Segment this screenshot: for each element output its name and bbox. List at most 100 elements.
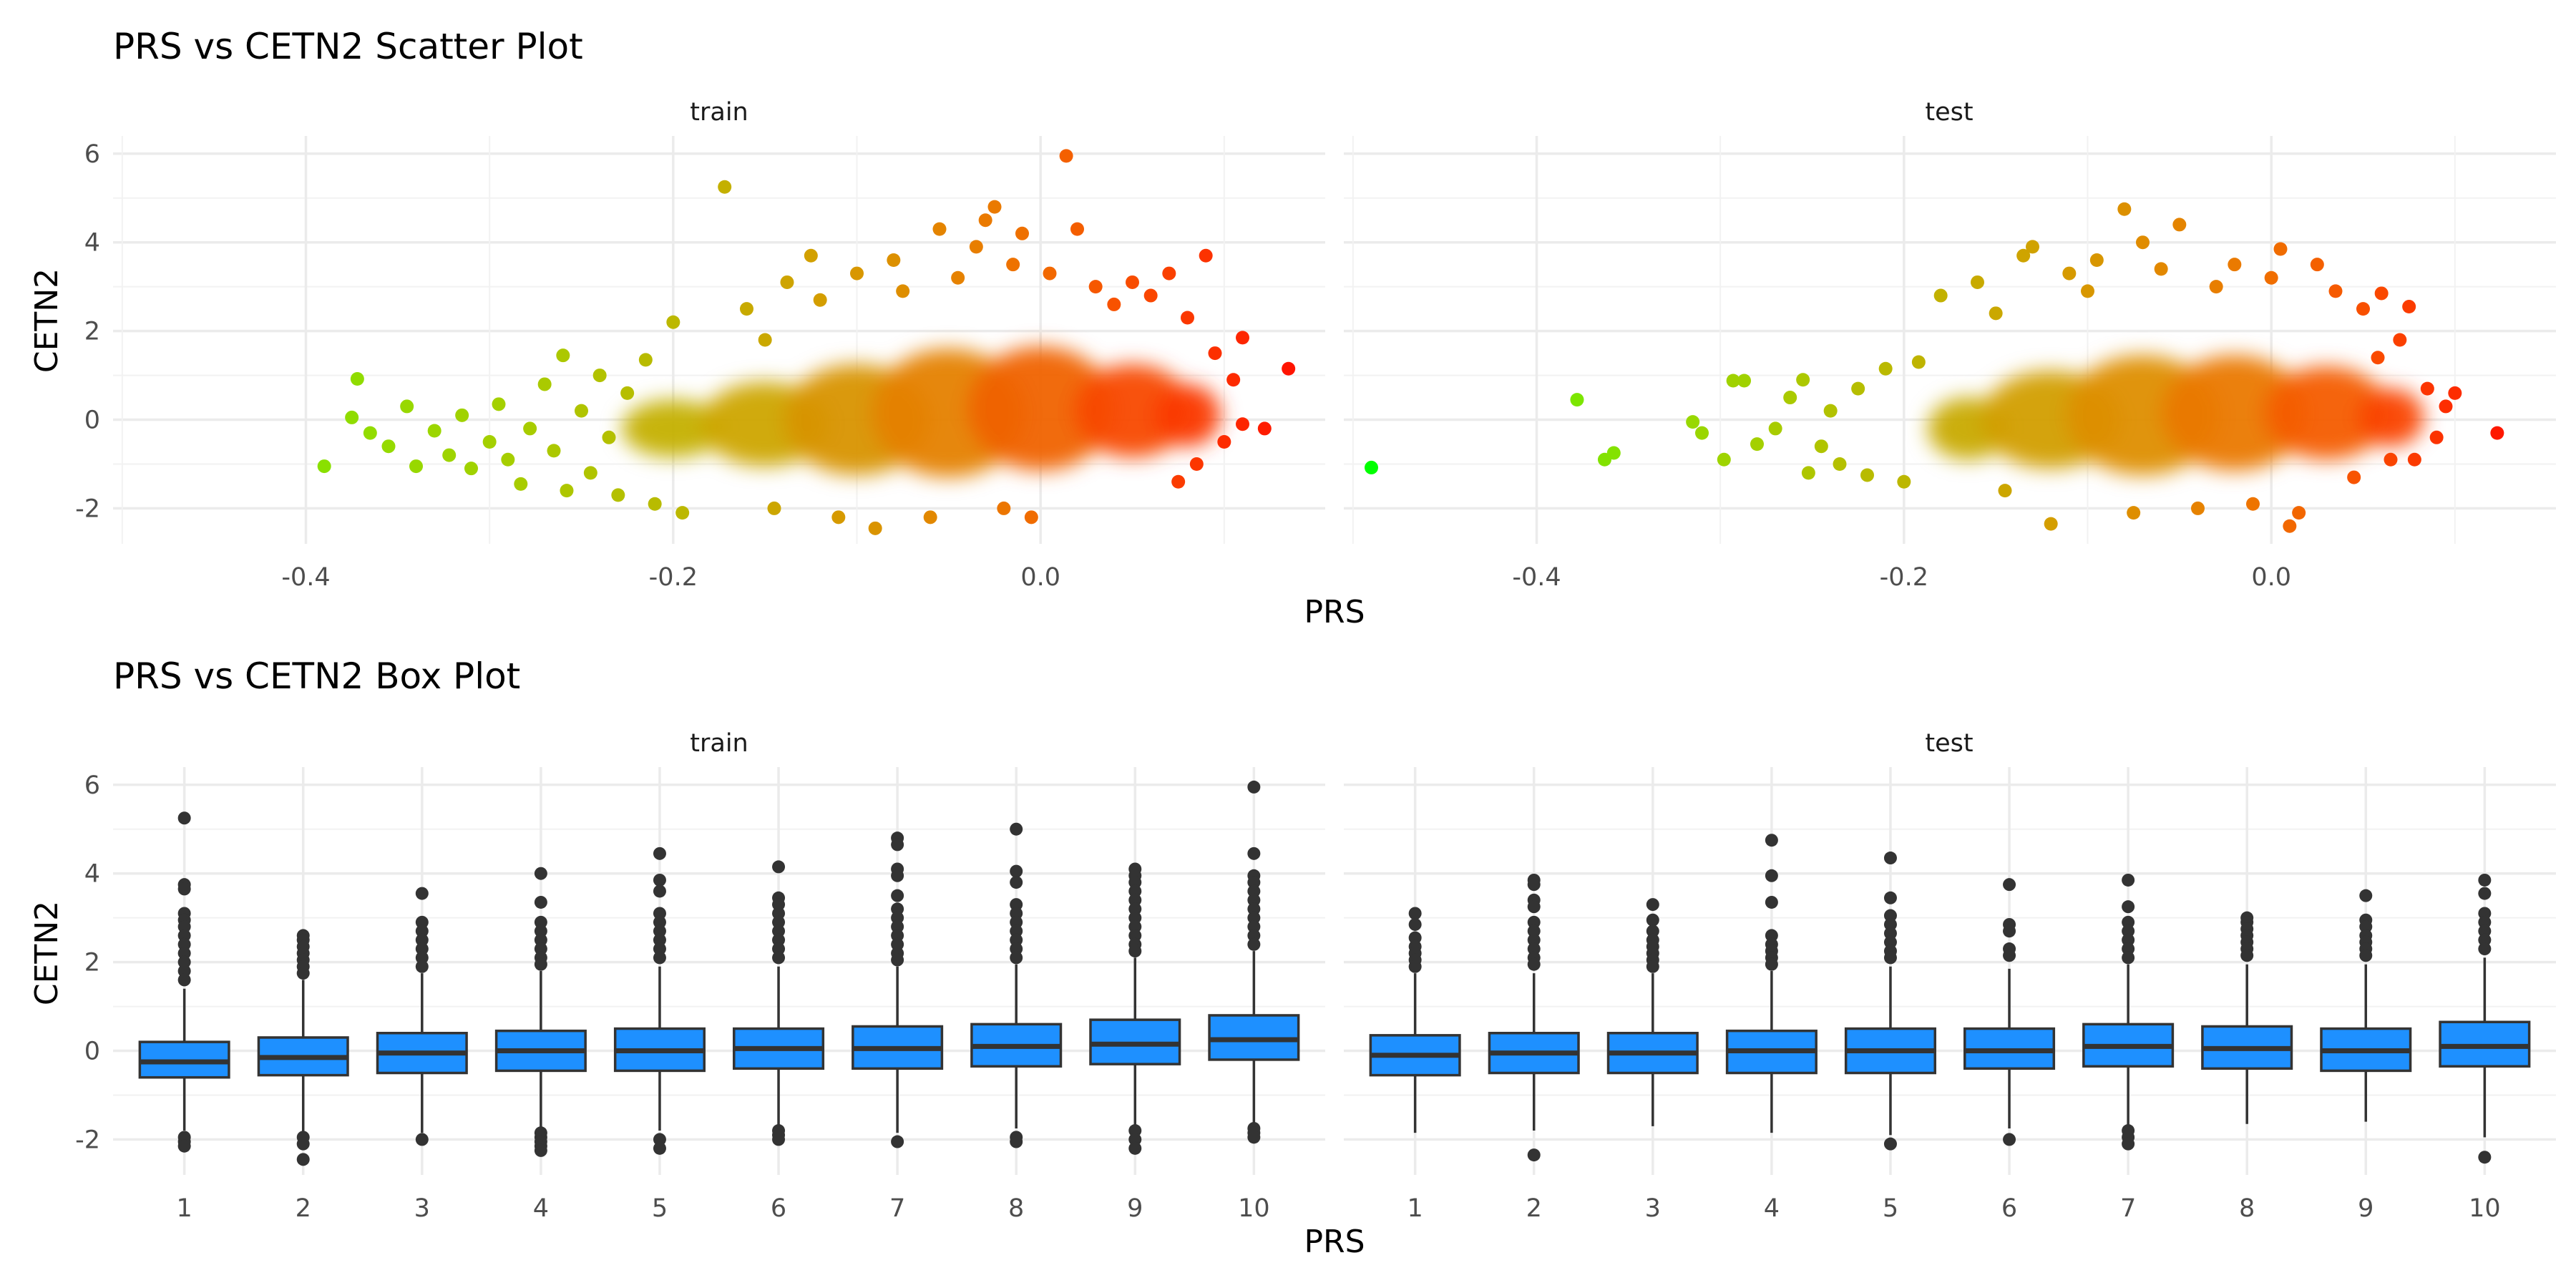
scatter-point [1236, 417, 1249, 431]
box-outlier [1128, 1141, 1142, 1155]
box-y-tick-label: 6 [84, 771, 100, 800]
box-outlier [891, 889, 904, 902]
scatter-point [1236, 331, 1249, 345]
scatter-y-tick-label: 6 [84, 140, 100, 169]
scatter-point [1143, 288, 1158, 303]
box-outlier [1247, 911, 1261, 924]
box-outlier [1128, 945, 1142, 958]
scatter-point [1933, 288, 1948, 303]
box-outlier [891, 1135, 904, 1148]
scatter-point [666, 315, 680, 329]
scatter-density-cloud [1928, 355, 2424, 475]
box-outlier [1883, 927, 1897, 940]
scatter-point [1768, 421, 1782, 436]
box-outlier [177, 882, 191, 896]
scatter-point [2117, 202, 2132, 216]
box-outlier [415, 915, 429, 929]
box-outlier [2003, 1133, 2016, 1146]
box-outlier [1527, 915, 1541, 929]
scatter-point [592, 369, 607, 383]
box-outlier [2359, 889, 2373, 902]
box-4 [1725, 834, 1818, 1133]
scatter-plot-title: PRS vs CETN2 Scatter Plot [113, 26, 583, 67]
box-outlier [1646, 924, 1659, 938]
box-6 [1963, 878, 2056, 1146]
scatter-point [492, 397, 506, 411]
scatter-panel-test [1344, 136, 2556, 544]
box-outlier [1128, 876, 1142, 889]
scatter-point [501, 452, 515, 467]
box-outlier [891, 911, 904, 924]
scatter-point [831, 510, 846, 525]
box-outlier [177, 937, 191, 951]
scatter-point [381, 439, 396, 454]
box-outlier [891, 929, 904, 942]
scatter-point [482, 435, 497, 449]
box-outlier [534, 1143, 547, 1157]
scatter-point [1181, 311, 1194, 325]
scatter-point [1796, 373, 1810, 387]
scatter-point [363, 426, 377, 440]
scatter-point [464, 462, 478, 476]
box-outlier [1247, 920, 1261, 934]
box-outlier [1010, 907, 1023, 920]
box-outlier [415, 1133, 429, 1146]
scatter-point [1171, 474, 1186, 489]
box-outlier [2478, 907, 2492, 920]
scatter-point [813, 293, 827, 307]
box-outlier [2122, 873, 2135, 887]
scatter-point [455, 408, 469, 422]
scatter-point [575, 404, 588, 418]
scatter-point [1024, 510, 1038, 525]
box-outlier [2478, 933, 2492, 947]
box-outlier [653, 873, 666, 887]
box-y-tick-label: 2 [84, 949, 100, 977]
scatter-point [951, 270, 965, 285]
box-outlier [891, 838, 904, 852]
box-x-tick-label: 2 [1526, 1194, 1542, 1223]
box-outlier [772, 933, 786, 947]
scatter-point [758, 333, 772, 347]
box-x-tick-label: 6 [2001, 1194, 2017, 1223]
scatter-point [2490, 426, 2504, 440]
scatter-point [923, 510, 937, 525]
scatter-point [2089, 253, 2104, 267]
box-outlier [1765, 834, 1778, 847]
box-outlier [177, 955, 191, 969]
box-outlier [1527, 1148, 1541, 1162]
scatter-point [987, 200, 1002, 214]
box-outlier [1010, 951, 1023, 965]
scatter-point [1208, 346, 1222, 361]
box-x-tick-label: 9 [2358, 1194, 2373, 1223]
box-outlier [1646, 960, 1659, 973]
box-outlier [1247, 780, 1261, 794]
scatter-point [1695, 426, 1709, 440]
scatter-point [2292, 506, 2306, 520]
scatter-point [427, 424, 441, 438]
box-outlier [1883, 909, 1897, 922]
scatter-point [2016, 248, 2031, 263]
box-outlier [653, 951, 666, 965]
box-outlier [772, 860, 786, 874]
box-outlier [1247, 876, 1261, 889]
box-x-tick-label: 4 [533, 1194, 549, 1223]
scatter-point [2420, 381, 2434, 396]
box-outlier [177, 920, 191, 934]
scatter-point [1199, 248, 1213, 263]
box-8 [970, 822, 1063, 1148]
box-outlier [1408, 960, 1422, 973]
box-outlier [772, 951, 786, 965]
scatter-point [2347, 470, 2361, 484]
box-x-tick-label: 9 [1127, 1194, 1143, 1223]
scatter-point [997, 501, 1011, 515]
scatter-point [2136, 235, 2150, 250]
scatter-point [896, 284, 910, 298]
box-outlier [1010, 822, 1023, 836]
box-outlier [2240, 949, 2254, 962]
scatter-point [1737, 374, 1752, 388]
box-outlier [653, 924, 666, 938]
box-outlier [2478, 915, 2492, 929]
box-outlier [534, 933, 547, 947]
box-outlier [1646, 898, 1659, 912]
scatter-point [2172, 218, 2187, 232]
